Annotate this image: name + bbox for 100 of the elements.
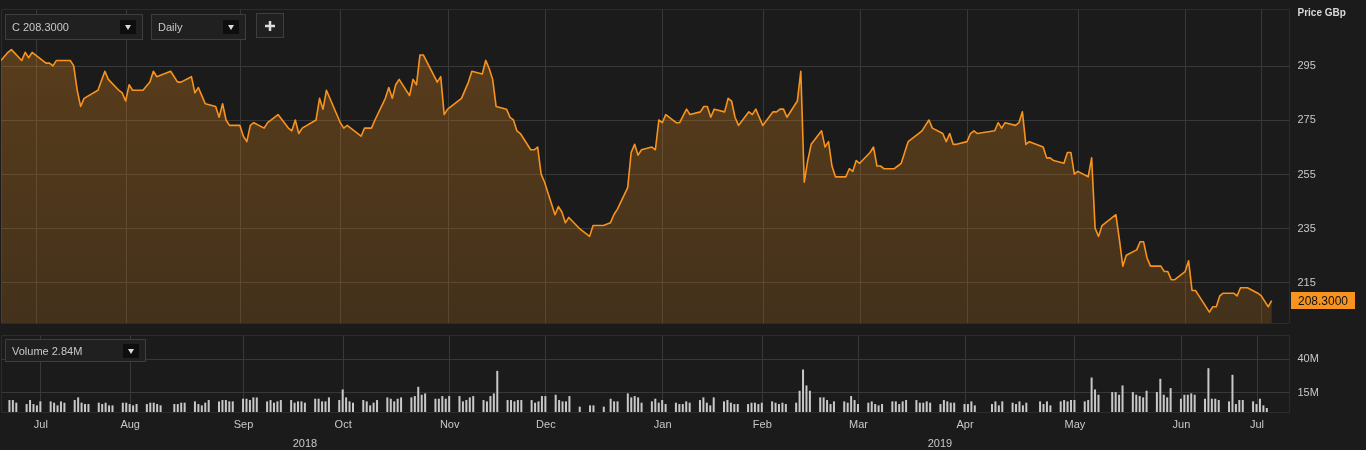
- bar: [753, 402, 756, 412]
- x-tick-label: Jul: [33, 417, 48, 430]
- bar: [472, 396, 475, 412]
- bar: [946, 401, 949, 412]
- bar: [204, 402, 207, 412]
- bar: [905, 400, 908, 412]
- bar: [1045, 401, 1048, 412]
- bar: [1018, 401, 1021, 412]
- bar: [248, 400, 251, 412]
- dropdown-field: Volume 2.84M: [5, 339, 146, 362]
- bar: [63, 402, 66, 412]
- bar: [496, 370, 499, 412]
- bar: [819, 397, 822, 412]
- bar: [437, 398, 440, 412]
- bar: [468, 397, 471, 412]
- bar: [159, 405, 162, 412]
- bar: [362, 400, 365, 412]
- bar: [252, 397, 255, 412]
- bar: [84, 404, 87, 412]
- bar: [918, 402, 921, 412]
- x-tick-label: Sep: [233, 417, 254, 430]
- bar: [966, 404, 969, 412]
- bar: [1179, 398, 1182, 412]
- bar: [321, 401, 324, 412]
- bar: [197, 404, 200, 412]
- bar: [723, 401, 726, 412]
- bar: [104, 402, 107, 412]
- bar: [1142, 397, 1145, 412]
- bar: [341, 389, 344, 412]
- bar: [53, 402, 56, 412]
- bar: [1001, 401, 1004, 412]
- bar: [290, 400, 293, 412]
- bar: [661, 400, 664, 412]
- bar: [183, 402, 186, 412]
- bar: [101, 404, 104, 412]
- bar: [698, 400, 701, 412]
- bar: [314, 398, 317, 412]
- x-tick-label: Dec: [536, 417, 557, 430]
- bar: [396, 398, 399, 412]
- y-tick-label: 275: [1297, 113, 1316, 126]
- bar: [279, 400, 282, 412]
- bar: [152, 402, 155, 412]
- bar: [121, 402, 124, 412]
- bar: [1131, 392, 1134, 412]
- bar: [561, 401, 564, 412]
- bar: [32, 404, 35, 412]
- bar: [1083, 401, 1086, 412]
- bar: [1210, 398, 1213, 412]
- bar: [8, 400, 11, 412]
- bar: [616, 401, 619, 412]
- bar: [857, 404, 859, 412]
- bar: [578, 406, 581, 412]
- bar: [973, 405, 976, 412]
- bar: [245, 398, 248, 412]
- bar: [448, 396, 451, 412]
- bar: [867, 402, 870, 412]
- dropdown-field: C 208.3000: [5, 14, 143, 40]
- bar: [132, 405, 135, 412]
- bar: [771, 401, 774, 412]
- bar: [97, 402, 100, 412]
- bar: [534, 402, 537, 412]
- bar: [822, 397, 825, 412]
- y-axis-title: Price GBp: [1297, 6, 1346, 18]
- bar: [1025, 402, 1028, 412]
- bar: [688, 402, 691, 412]
- bar: [1159, 378, 1162, 412]
- bar: [513, 401, 516, 412]
- bar: [1090, 377, 1093, 412]
- bar: [56, 405, 59, 412]
- bar: [602, 406, 605, 412]
- bar: [156, 404, 159, 412]
- bar: [393, 401, 396, 412]
- bar: [224, 400, 227, 412]
- annotation: Daily: [158, 21, 183, 33]
- bar: [516, 400, 519, 412]
- bar: [1231, 374, 1234, 412]
- bar: [640, 402, 643, 412]
- bar: [970, 401, 973, 412]
- bar: [1087, 400, 1090, 412]
- x-tick-label: May: [1064, 417, 1086, 430]
- bar: [49, 401, 52, 412]
- bar: [1011, 402, 1014, 412]
- bar: [1186, 394, 1189, 412]
- bar: [626, 393, 629, 412]
- x-tick-label: Feb: [752, 417, 772, 430]
- bar: [1042, 404, 1045, 412]
- bar: [77, 397, 80, 412]
- bar: [609, 398, 612, 412]
- bar: [173, 404, 176, 412]
- bar: [351, 402, 354, 412]
- bar: [709, 405, 712, 412]
- bar: [372, 402, 375, 412]
- bar: [654, 398, 657, 412]
- bar: [1183, 394, 1186, 412]
- bar: [1265, 408, 1268, 412]
- bar: [242, 398, 245, 412]
- bar: [510, 400, 513, 412]
- bar: [613, 401, 616, 412]
- bar: [826, 400, 829, 412]
- x-tick-label: Mar: [849, 417, 869, 430]
